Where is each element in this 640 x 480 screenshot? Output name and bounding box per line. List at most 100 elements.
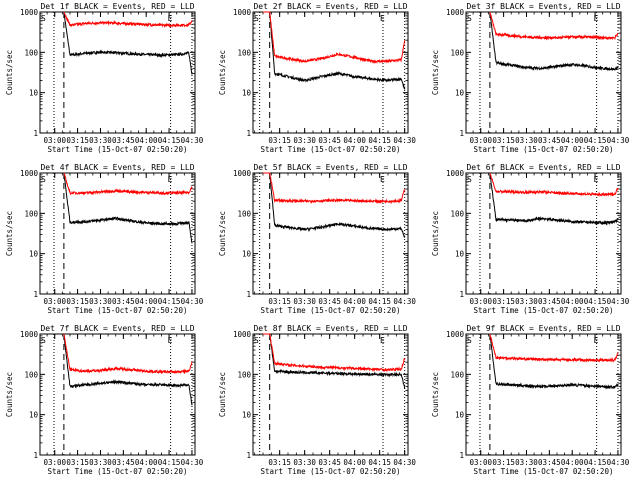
y-axis-label: Counts/sec <box>5 50 14 95</box>
y-axis-label: Counts/sec <box>218 50 227 95</box>
y-tick-label: 10 <box>242 411 252 420</box>
y-tick-label: 1 <box>246 290 251 299</box>
plot-frame <box>39 333 196 456</box>
panel-title: Det 4f BLACK = Events, RED = LLD <box>40 163 194 172</box>
y-tick-label: 1000 <box>20 330 39 339</box>
series-events-line <box>263 172 406 238</box>
series-lld-line <box>489 11 619 41</box>
x-tick-label: 04:00 <box>343 136 366 145</box>
x-tick-label: 04:30 <box>393 297 416 306</box>
x-axis-label: Start Time (15-Oct-07 02:50:20) <box>48 467 188 476</box>
x-tick-label: 03:30 <box>89 458 112 467</box>
x-tick-label: 03:45 <box>112 297 135 306</box>
marker-e: E <box>594 14 599 23</box>
marker-e: E <box>594 175 599 184</box>
x-tick-label: 03:15 <box>268 458 291 467</box>
series-lld-line <box>63 172 193 196</box>
panel-title: Det 3f BLACK = Events, RED = LLD <box>466 2 620 11</box>
y-tick-label: 1000 <box>446 330 465 339</box>
x-tick-label: 03:45 <box>538 297 561 306</box>
x-tick-label: 03:00 <box>43 297 66 306</box>
y-axis-label: Counts/sec <box>431 211 440 256</box>
y-tick-label: 1 <box>459 451 464 460</box>
panel-det-7f: Det 7f BLACK = Events, RED = LLD 1 10 100 10… <box>5 324 204 476</box>
y-tick-label: 1000 <box>446 169 465 178</box>
y-axis-label: Counts/sec <box>218 211 227 256</box>
series-events-line <box>263 333 406 389</box>
x-tick-label: 03:45 <box>112 136 135 145</box>
x-tick-label: 04:00 <box>343 297 366 306</box>
y-tick-label: 1 <box>33 290 38 299</box>
x-tick-label: 03:00 <box>469 297 492 306</box>
panel-det-9f: Det 9f BLACK = Events, RED = LLD 1 10 100 10… <box>431 324 630 476</box>
y-tick-label: 100 <box>24 48 38 57</box>
x-tick-label: 03:45 <box>538 136 561 145</box>
y-tick-label: 100 <box>450 370 464 379</box>
x-tick-label: 03:45 <box>112 458 135 467</box>
series-events-line <box>63 172 193 244</box>
marker-s: S <box>467 336 472 345</box>
x-tick-label: 03:30 <box>293 136 316 145</box>
x-tick-label: 04:30 <box>607 458 630 467</box>
x-tick-label: 04:00 <box>561 297 584 306</box>
x-axis-label: Start Time (15-Oct-07 02:50:20) <box>261 145 401 154</box>
panel-title: Det 1f BLACK = Events, RED = LLD <box>40 2 194 11</box>
series-events-line <box>489 172 619 226</box>
x-tick-label: 04:15 <box>584 136 607 145</box>
y-tick-label: 100 <box>450 48 464 57</box>
y-tick-label: 10 <box>455 89 465 98</box>
series-lld-line <box>63 333 193 375</box>
panel-det-1f: Det 1f BLACK = Events, RED = LLD 1 10 100 10… <box>5 2 204 154</box>
x-tick-label: 03:45 <box>318 136 341 145</box>
x-tick-label: 03:15 <box>492 136 515 145</box>
x-tick-label: 03:45 <box>318 297 341 306</box>
series-lld-line <box>263 333 406 373</box>
panel-title: Det 8f BLACK = Events, RED = LLD <box>253 324 407 333</box>
series-lld-line <box>263 11 406 65</box>
series-lld-line <box>63 11 193 29</box>
x-tick-label: 03:00 <box>469 136 492 145</box>
marker-e: E <box>380 175 385 184</box>
marker-s: S <box>41 336 46 345</box>
y-tick-label: 1 <box>246 451 251 460</box>
panel-title: Det 2f BLACK = Events, RED = LLD <box>253 2 407 11</box>
y-axis-label: Counts/sec <box>218 372 227 417</box>
marker-s: S <box>467 14 472 23</box>
panel-title: Det 9f BLACK = Events, RED = LLD <box>466 324 620 333</box>
y-tick-label: 1000 <box>233 169 252 178</box>
x-axis-label: Start Time (15-Oct-07 02:50:20) <box>48 145 188 154</box>
y-tick-label: 1 <box>246 129 251 138</box>
x-tick-label: 04:15 <box>158 297 181 306</box>
x-tick-label: 03:15 <box>492 297 515 306</box>
x-tick-label: 03:00 <box>43 458 66 467</box>
y-tick-label: 1 <box>33 451 38 460</box>
x-tick-label: 04:00 <box>561 136 584 145</box>
x-tick-label: 04:00 <box>135 458 158 467</box>
series-events-line <box>263 11 406 90</box>
plot-frame <box>465 333 622 456</box>
y-tick-label: 10 <box>455 411 465 420</box>
y-tick-label: 100 <box>24 209 38 218</box>
marker-s: S <box>254 175 259 184</box>
y-tick-label: 1000 <box>20 8 39 17</box>
y-tick-label: 10 <box>29 411 39 420</box>
x-tick-label: 04:30 <box>393 458 416 467</box>
x-tick-label: 03:15 <box>66 297 89 306</box>
y-tick-label: 1000 <box>20 169 39 178</box>
y-tick-label: 1 <box>459 290 464 299</box>
y-tick-label: 100 <box>237 370 251 379</box>
x-tick-label: 03:30 <box>515 458 538 467</box>
x-axis-label: Start Time (15-Oct-07 02:50:20) <box>261 467 401 476</box>
plot-frame <box>39 11 196 134</box>
y-tick-label: 100 <box>237 209 251 218</box>
x-axis-label: Start Time (15-Oct-07 02:50:20) <box>48 306 188 315</box>
marker-s: S <box>254 336 259 345</box>
x-tick-label: 03:00 <box>43 136 66 145</box>
marker-s: S <box>467 175 472 184</box>
x-tick-label: 04:15 <box>584 297 607 306</box>
y-axis-label: Counts/sec <box>5 372 14 417</box>
x-axis-label: Start Time (15-Oct-07 02:50:20) <box>474 467 614 476</box>
x-tick-label: 03:30 <box>89 136 112 145</box>
x-tick-label: 04:30 <box>181 297 204 306</box>
